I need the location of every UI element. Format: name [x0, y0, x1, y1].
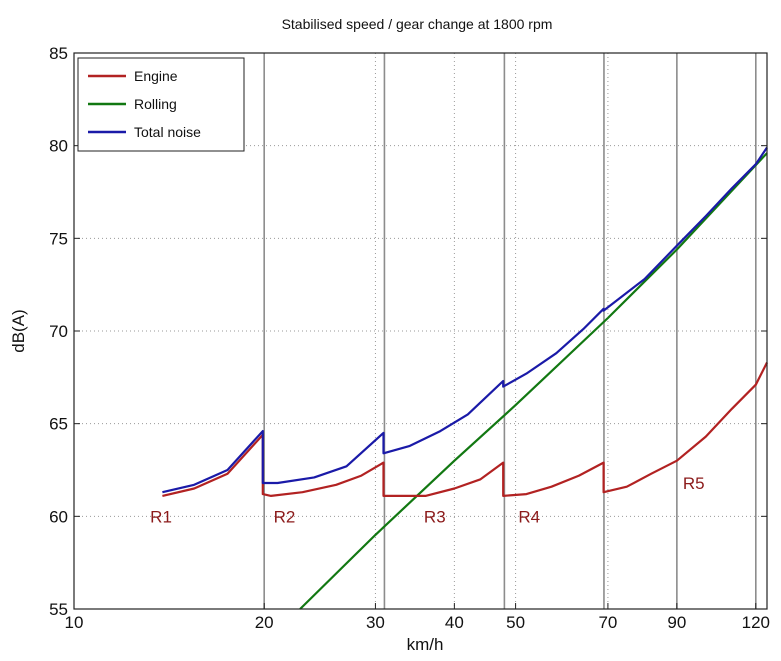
series-line-rolling	[299, 152, 768, 610]
x-tick-label: 70	[598, 613, 617, 632]
legend-label: Total noise	[134, 124, 201, 140]
series-line-total-noise	[162, 146, 768, 494]
x-tick-label: 120	[742, 613, 770, 632]
x-tick-label: 40	[445, 613, 464, 632]
legend: Engine Rolling Total noise	[77, 57, 245, 152]
series-line-engine	[162, 362, 768, 497]
y-tick-label: 80	[49, 137, 68, 156]
y-tick-label: 65	[49, 415, 68, 434]
y-tick-label: 85	[49, 44, 68, 63]
legend-label: Rolling	[134, 96, 177, 112]
x-tick-label: 50	[506, 613, 525, 632]
y-tick-label: 55	[49, 600, 68, 619]
y-tick-label: 60	[49, 507, 68, 526]
gear-label: R4	[518, 507, 540, 526]
x-tick-label: 30	[366, 613, 385, 632]
y-tick-label: 70	[49, 322, 68, 341]
y-tick-label: 75	[49, 229, 68, 248]
x-tick-label: 20	[255, 613, 274, 632]
gear-label: R2	[274, 507, 296, 526]
legend-label: Engine	[134, 68, 178, 84]
x-tick-label: 90	[667, 613, 686, 632]
chart-title: Stabilised speed / gear change at 1800 r…	[282, 16, 553, 32]
gear-label: R1	[150, 507, 172, 526]
x-axis-label: km/h	[407, 635, 444, 654]
x-tick-label: 10	[65, 613, 84, 632]
y-axis-label: dB(A)	[9, 309, 28, 352]
gear-label: R5	[683, 474, 705, 493]
gear-label: R3	[424, 507, 446, 526]
